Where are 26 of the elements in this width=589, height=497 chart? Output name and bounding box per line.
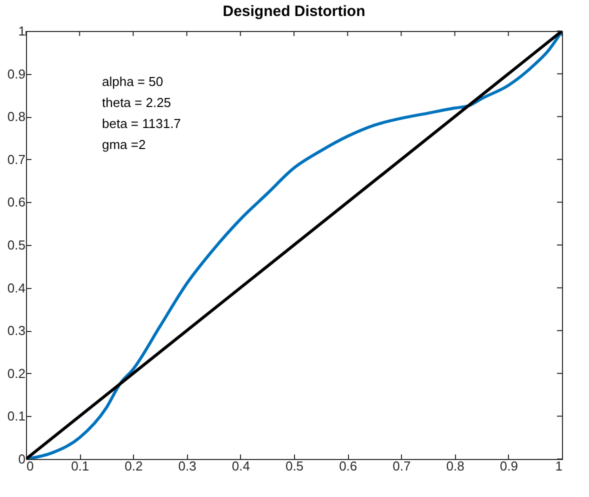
x-tick-label: 0.1 — [71, 458, 90, 474]
chart-title: Designed Distortion — [222, 3, 366, 20]
y-tick-label: 0.8 — [7, 109, 26, 124]
y-tick-label: 0.3 — [7, 323, 26, 338]
line-series — [26, 31, 562, 459]
x-tick-label: 0.7 — [392, 458, 411, 474]
x-tick-label: 0.2 — [124, 458, 143, 474]
y-tick-label: 0.5 — [7, 238, 26, 252]
y-tick-label: 0.4 — [7, 280, 26, 296]
annotation: gma =2 — [102, 137, 146, 152]
annotation: beta = 1131.7 — [102, 116, 181, 131]
x-tick-label: 0.5 — [285, 458, 304, 474]
x-tick-label: 0.8 — [446, 458, 464, 474]
y-tick-label: 1 — [18, 24, 26, 38]
x-tick-label: 0.6 — [339, 458, 358, 474]
y-tick-label: 0.7 — [7, 152, 26, 167]
x-tick-label: 1 — [555, 458, 562, 474]
x-tick-label: 0.4 — [232, 458, 250, 474]
x-tick-label: 0.3 — [178, 458, 196, 474]
annotation: theta = 2.25 — [102, 95, 172, 110]
y-tick-label: 0.2 — [7, 366, 26, 381]
x-tick-label: 0.9 — [500, 458, 518, 474]
annotation: alpha = 50 — [102, 74, 164, 89]
y-tick-label: 0.1 — [7, 408, 26, 424]
y-tick-label: 0.6 — [7, 194, 26, 210]
y-tick-label: 0.9 — [7, 66, 26, 82]
